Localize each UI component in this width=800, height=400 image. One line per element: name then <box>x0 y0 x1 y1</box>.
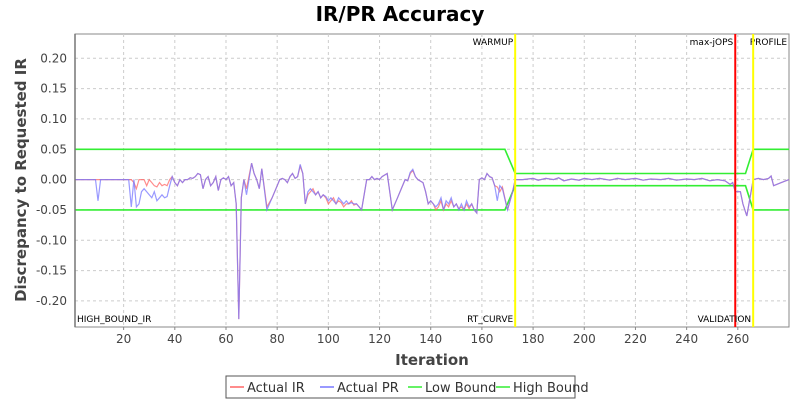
x-tick-label: 80 <box>270 332 285 346</box>
y-axis-label: Discrepancy to Requested IR <box>12 58 30 302</box>
series-lines <box>75 163 790 320</box>
x-tick-label: 260 <box>726 332 749 346</box>
x-tick-label: 140 <box>419 332 442 346</box>
marker-label: VALIDATION <box>698 315 752 325</box>
legend-label: Low Bound <box>425 381 496 396</box>
y-tick-label: 0.20 <box>40 51 67 65</box>
marker-label: PROFILE <box>750 38 788 48</box>
x-tick-label: 60 <box>218 332 233 346</box>
y-tick-label: -0.10 <box>36 233 67 247</box>
x-tick-label: 20 <box>116 332 131 346</box>
legend-label: Actual IR <box>247 381 305 396</box>
bound-lines <box>75 148 789 211</box>
chart-title: IR/PR Accuracy <box>316 2 485 26</box>
phase-markers: HIGH_BOUND_IR WARMUP RT_CURVE max-jOPS VALID… <box>77 34 787 327</box>
marker-label: WARMUP <box>473 38 514 48</box>
x-tick-label: 180 <box>522 332 545 346</box>
marker-label: HIGH_BOUND_IR <box>77 315 151 325</box>
x-tick-label: 120 <box>368 332 391 346</box>
series-line-actual-pr <box>75 163 790 320</box>
x-tick-label: 240 <box>675 332 698 346</box>
x-tick-label: 40 <box>167 332 182 346</box>
x-axis-ticks: 20 40 60 80 100 120 140 160 180 200 220 240 260 <box>116 327 749 346</box>
marker-label: RT_CURVE <box>467 315 513 325</box>
marker-label: max-jOPS <box>690 38 734 48</box>
grid <box>75 34 789 327</box>
y-axis-ticks: 0.20 0.15 0.10 0.05 0.00 -0.05 -0.10 -0.15 -0.20 <box>36 51 67 308</box>
y-tick-label: 0.05 <box>40 142 67 156</box>
x-tick-label: 200 <box>573 332 596 346</box>
y-tick-label: -0.15 <box>36 264 67 278</box>
x-tick-label: 220 <box>624 332 647 346</box>
y-tick-label: 0.15 <box>40 82 67 96</box>
y-tick-label: -0.05 <box>36 203 67 217</box>
legend-label: Actual PR <box>337 381 399 396</box>
series-line-low-bound <box>75 184 789 211</box>
y-tick-label: 0.10 <box>40 112 67 126</box>
x-tick-label: 160 <box>470 332 493 346</box>
y-tick-label: -0.20 <box>36 294 67 308</box>
y-tick-label: 0.00 <box>40 173 67 187</box>
x-axis-label: Iteration <box>395 351 469 369</box>
legend-label: High Bound <box>513 381 589 396</box>
x-tick-label: 100 <box>317 332 340 346</box>
series-line-high-bound <box>75 148 789 175</box>
legend: Actual IR Actual PR Low Bound High Bound <box>225 375 589 399</box>
plot-area <box>74 33 790 328</box>
